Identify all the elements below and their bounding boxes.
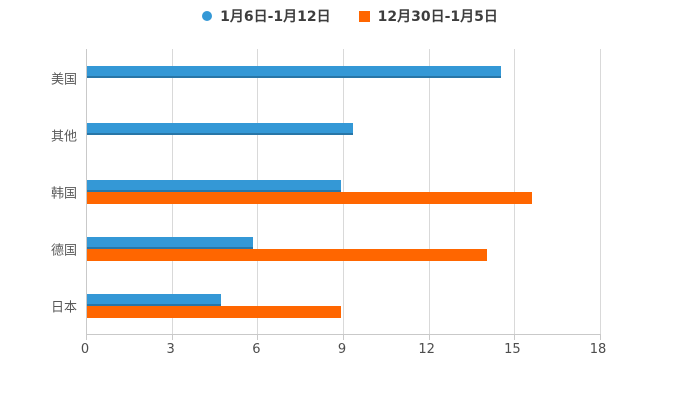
bar-韩国-series2[interactable] — [87, 191, 533, 204]
x-tick-label: 6 — [252, 342, 261, 357]
x-tick-label: 18 — [589, 342, 607, 357]
x-tick-label: 12 — [418, 342, 435, 357]
y-axis-label: 美国 — [50, 72, 77, 87]
axis-tick — [428, 334, 430, 340]
x-tick-label: 3 — [166, 342, 175, 357]
bar-德国-series1[interactable] — [87, 236, 253, 249]
y-axis-label: 韩国 — [50, 186, 77, 201]
plot-area: 0 3 6 9 12 15 18 美国其他韩国德国日本 — [51, 49, 606, 357]
axis-tick — [86, 334, 87, 340]
bar-美国-series1[interactable] — [87, 65, 502, 78]
axis-tick — [257, 334, 259, 340]
x-tick-label: 0 — [80, 342, 90, 357]
gridline — [600, 49, 601, 334]
legend-label-week-current: 1月6日-1月12日 — [220, 9, 331, 25]
legend-circle-marker-icon — [202, 11, 213, 21]
x-tick-label: 15 — [504, 342, 521, 357]
legend-item-week-previous[interactable]: 12月30日-1月5日 — [358, 6, 498, 26]
bar-其他-series1[interactable] — [87, 122, 353, 135]
x-tick-label: 9 — [337, 342, 347, 357]
legend-square-marker-icon — [358, 10, 370, 22]
bar-日本-series2[interactable] — [87, 305, 342, 318]
legend-label-week-previous: 12月30日-1月5日 — [377, 9, 498, 25]
axis-tick — [600, 334, 601, 340]
bar-韩国-series1[interactable] — [87, 179, 342, 192]
y-axis-label: 日本 — [50, 300, 77, 315]
axis-tick — [171, 334, 173, 340]
bar-日本-series1[interactable] — [87, 293, 222, 306]
chart-legend: 1月6日-1月12日 12月30日-1月5日 — [0, 5, 700, 27]
legend-item-week-current[interactable]: 1月6日-1月12日 — [202, 6, 331, 26]
y-axis-label: 德国 — [50, 243, 77, 258]
y-axis-line — [86, 49, 87, 334]
axis-tick — [514, 334, 516, 340]
axis-tick — [343, 334, 344, 340]
y-axis-label: 其他 — [50, 129, 77, 144]
bar-德国-series2[interactable] — [87, 248, 487, 261]
